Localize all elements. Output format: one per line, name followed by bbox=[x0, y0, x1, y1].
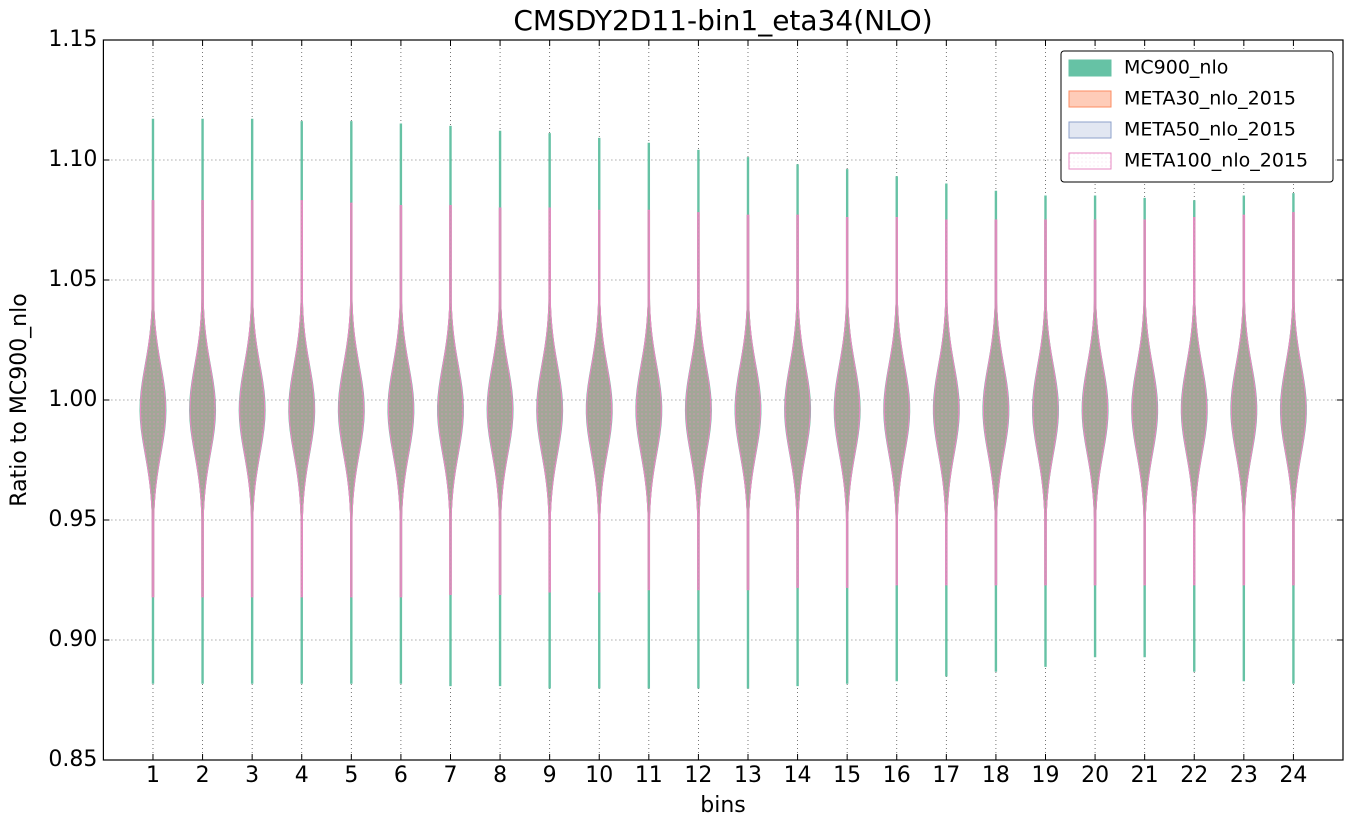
x-tick-label: 6 bbox=[394, 763, 408, 788]
violin bbox=[437, 205, 464, 595]
legend-swatch bbox=[1068, 121, 1112, 139]
y-tick-label: 1.05 bbox=[48, 267, 97, 292]
violin bbox=[288, 200, 315, 598]
violin bbox=[1230, 214, 1257, 586]
x-tick-label: 5 bbox=[344, 763, 358, 788]
violin bbox=[338, 202, 365, 598]
violin bbox=[933, 219, 960, 586]
legend-box bbox=[1060, 50, 1334, 183]
y-tick-label: 0.85 bbox=[48, 747, 97, 772]
violin bbox=[685, 212, 712, 591]
violin bbox=[1082, 219, 1109, 586]
chart-title: CMSDY2D11-bin1_eta34(NLO) bbox=[513, 4, 932, 37]
plot-frame bbox=[102, 39, 1344, 761]
violin bbox=[834, 217, 861, 588]
y-tick-label: 1.00 bbox=[48, 387, 97, 412]
x-tick-label: 18 bbox=[982, 763, 1010, 788]
legend-label: META50_nlo_2015 bbox=[1124, 119, 1296, 141]
y-axis-label: Ratio to MC900_nlo bbox=[7, 293, 32, 506]
x-tick-label: 1 bbox=[146, 763, 160, 788]
violin bbox=[189, 200, 216, 598]
violin bbox=[635, 209, 662, 591]
x-tick-label: 23 bbox=[1230, 763, 1258, 788]
y-tick-label: 1.10 bbox=[48, 147, 97, 172]
x-tick-label: 22 bbox=[1180, 763, 1208, 788]
x-tick-label: 11 bbox=[635, 763, 663, 788]
y-tick-label: 0.95 bbox=[48, 507, 97, 532]
y-tick-label: 0.90 bbox=[48, 627, 97, 652]
x-tick-label: 19 bbox=[1031, 763, 1059, 788]
violin bbox=[784, 214, 811, 588]
x-tick-label: 16 bbox=[883, 763, 911, 788]
x-tick-label: 8 bbox=[493, 763, 507, 788]
x-tick-label: 13 bbox=[734, 763, 762, 788]
x-tick-label: 21 bbox=[1131, 763, 1159, 788]
x-tick-label: 3 bbox=[245, 763, 259, 788]
x-tick-label: 2 bbox=[196, 763, 210, 788]
x-axis-label: bins bbox=[700, 793, 745, 818]
x-tick-label: 24 bbox=[1279, 763, 1307, 788]
x-tick-label: 14 bbox=[784, 763, 812, 788]
violin bbox=[1032, 219, 1059, 586]
x-tick-label: 9 bbox=[543, 763, 557, 788]
violin bbox=[1181, 217, 1208, 586]
violin bbox=[883, 217, 910, 586]
legend-label: MC900_nlo bbox=[1124, 57, 1228, 79]
x-tick-label: 20 bbox=[1081, 763, 1109, 788]
legend-label: META30_nlo_2015 bbox=[1124, 88, 1296, 110]
x-tick-label: 4 bbox=[295, 763, 309, 788]
violin bbox=[239, 200, 266, 598]
x-tick-label: 7 bbox=[443, 763, 457, 788]
violin bbox=[1280, 212, 1307, 586]
violin bbox=[387, 205, 414, 598]
legend-label: META100_nlo_2015 bbox=[1124, 150, 1308, 172]
violin bbox=[982, 219, 1009, 586]
x-tick-label: 15 bbox=[833, 763, 861, 788]
x-tick-label: 10 bbox=[585, 763, 613, 788]
x-tick-label: 17 bbox=[932, 763, 960, 788]
violin bbox=[139, 200, 166, 598]
violin bbox=[586, 209, 613, 593]
legend-swatch bbox=[1068, 152, 1112, 170]
legend-swatch bbox=[1068, 90, 1112, 108]
violin bbox=[487, 207, 514, 595]
legend-swatch bbox=[1068, 59, 1112, 77]
violin bbox=[536, 207, 563, 593]
violin bbox=[734, 214, 761, 591]
violin bbox=[1131, 219, 1158, 586]
y-tick-label: 1.15 bbox=[48, 27, 97, 52]
x-tick-label: 12 bbox=[684, 763, 712, 788]
